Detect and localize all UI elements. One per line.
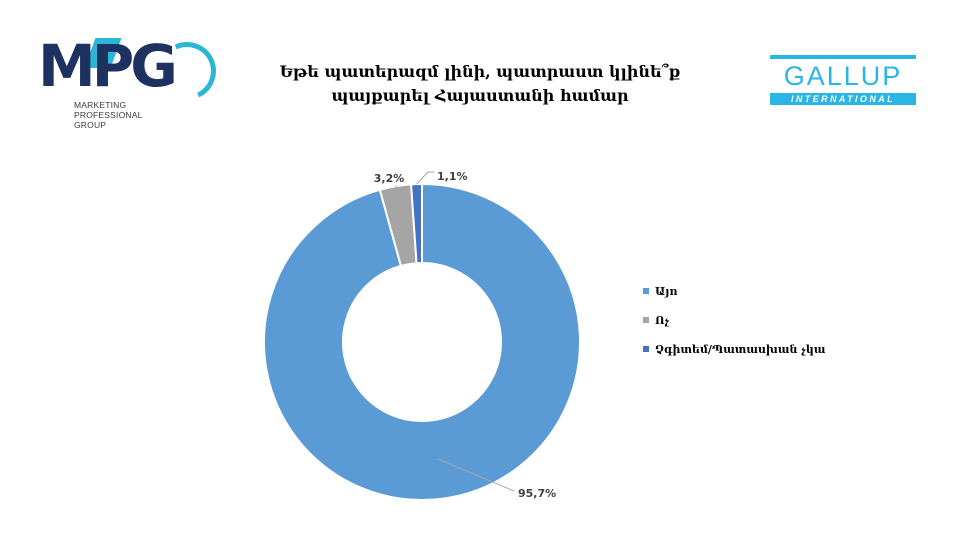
mpg-subtitle-line: MARKETING	[74, 100, 127, 110]
legend-label: Չգիտեմ/Պատասխան չկա	[655, 342, 826, 356]
data-label: 1,1%	[437, 170, 468, 183]
mpg-subtitle-line: PROFESSIONAL	[74, 110, 143, 120]
gallup-logo-word: GALLUP	[783, 61, 903, 91]
chart-title-line: պայքարել Հայաստանի համար	[331, 86, 629, 105]
donut-slice	[410, 182, 423, 265]
mpg-logo: MPG MARKETING PROFESSIONAL GROUP	[38, 32, 225, 134]
mpg-logo-subtitle: MARKETING PROFESSIONAL GROUP	[74, 100, 143, 130]
legend-label: Այո	[655, 284, 678, 298]
mpg-logo-letters: MPG	[38, 32, 178, 100]
legend-item: Այո	[643, 284, 825, 298]
leader-line	[416, 171, 434, 185]
mpg-subtitle-line: GROUP	[74, 120, 107, 130]
legend-swatch	[643, 317, 649, 323]
donut-slice	[263, 182, 581, 501]
leader-line	[437, 458, 515, 492]
chart-legend: Այո Ոչ Չգիտեմ/Պատասխան չկա	[643, 284, 825, 371]
gallup-logo-bar	[770, 55, 916, 59]
legend-swatch	[643, 288, 649, 294]
legend-label: Ոչ	[655, 313, 670, 327]
data-label: 3,2%	[374, 172, 405, 185]
chart-title-line: Եթե պատերազմ լինի, պատրաստ կլինե՞ք	[279, 62, 681, 81]
legend-swatch	[643, 346, 649, 352]
chart-title: Եթե պատերազմ լինի, պատրաստ կլինե՞ք պայքա…	[260, 60, 700, 108]
gallup-logo: GALLUP INTERNATIONAL	[770, 55, 916, 105]
gallup-logo-band: INTERNATIONAL	[770, 93, 916, 105]
data-label: 95,7%	[518, 487, 556, 500]
legend-item: Չգիտեմ/Պատասխան չկա	[643, 342, 825, 356]
legend-item: Ոչ	[643, 313, 825, 327]
